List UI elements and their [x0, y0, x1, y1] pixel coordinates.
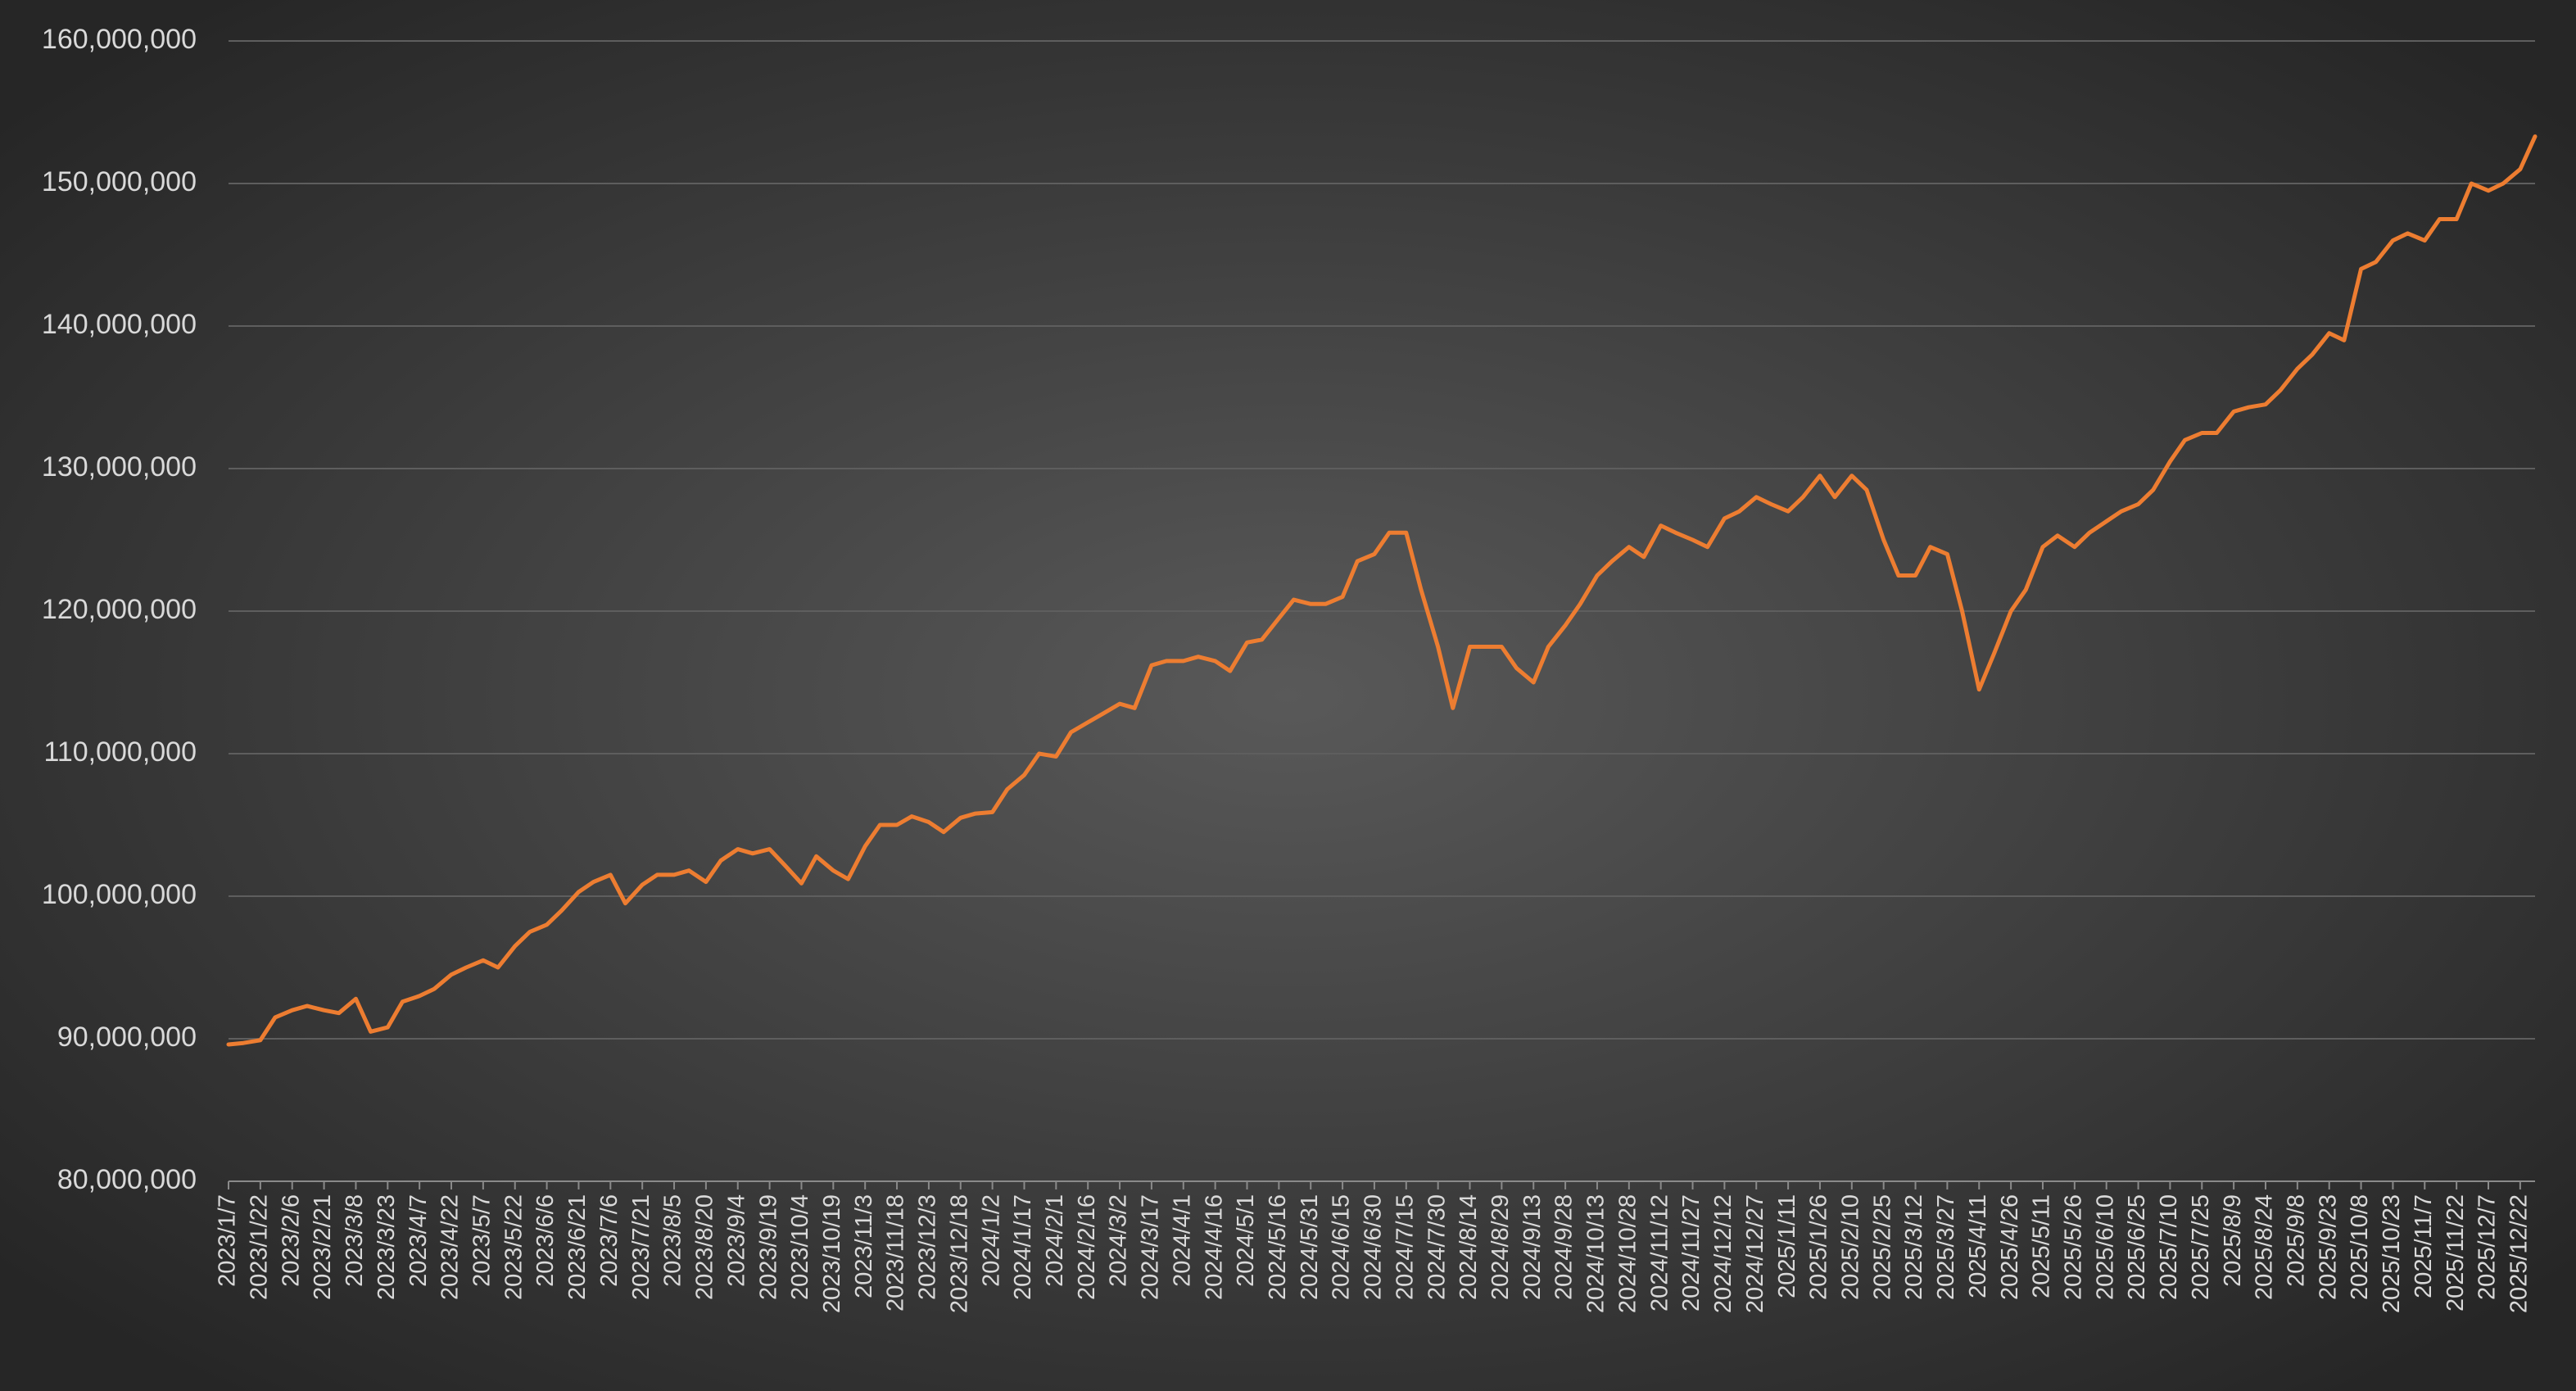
x-tick-label: 2025/10/8	[2347, 1194, 2373, 1300]
x-tick-label: 2024/10/28	[1614, 1194, 1641, 1313]
x-tick-label: 2025/1/11	[1774, 1194, 1800, 1298]
x-tick-label: 2023/6/21	[564, 1194, 591, 1300]
y-tick-label: 120,000,000	[42, 594, 197, 625]
x-tick-label: 2025/12/22	[2506, 1194, 2533, 1313]
x-tick-label: 2023/7/6	[596, 1194, 622, 1287]
x-tick-label: 2024/6/15	[1329, 1194, 1355, 1300]
x-tick-label: 2024/2/1	[1042, 1194, 1068, 1287]
x-tick-label: 2023/5/22	[500, 1194, 527, 1300]
x-tick-label: 2023/1/22	[247, 1194, 273, 1300]
x-tick-label: 2024/10/13	[1583, 1194, 1609, 1313]
x-tick-label: 2023/10/19	[819, 1194, 845, 1313]
x-tick-label: 2024/11/12	[1646, 1194, 1673, 1312]
y-tick-label: 130,000,000	[42, 451, 197, 483]
x-tick-label: 2024/8/14	[1456, 1194, 1482, 1300]
x-tick-label: 2024/7/30	[1424, 1194, 1450, 1300]
x-tick-label: 2024/1/2	[978, 1194, 1004, 1287]
x-tick-label: 2025/5/11	[2029, 1194, 2055, 1298]
x-tick-label: 2023/12/18	[946, 1194, 972, 1313]
x-tick-label: 2024/11/27	[1678, 1194, 1705, 1312]
x-tick-label: 2024/4/16	[1201, 1194, 1227, 1300]
x-tick-label: 2023/3/8	[342, 1194, 368, 1287]
x-tick-label: 2024/4/1	[1169, 1194, 1195, 1287]
x-tick-label: 2025/1/26	[1806, 1194, 1832, 1300]
x-tick-label: 2024/5/31	[1297, 1194, 1323, 1300]
x-tick-label: 2023/3/23	[373, 1194, 400, 1300]
x-tick-label: 2023/4/7	[405, 1194, 432, 1287]
x-tick-label: 2024/7/15	[1392, 1194, 1418, 1300]
x-tick-label: 2023/11/18	[883, 1194, 909, 1312]
y-tick-label: 100,000,000	[42, 879, 197, 910]
x-tick-label: 2025/3/27	[1933, 1194, 1959, 1300]
x-tick-label: 2025/6/10	[2092, 1194, 2118, 1300]
x-tick-label: 2025/8/24	[2252, 1194, 2278, 1300]
x-tick-label: 2023/9/19	[755, 1194, 781, 1300]
x-tick-label: 2023/11/3	[851, 1194, 877, 1298]
x-tick-label: 2024/5/1	[1233, 1194, 1259, 1287]
x-tick-label: 2023/2/21	[310, 1194, 336, 1300]
x-tick-label: 2023/7/21	[628, 1194, 654, 1300]
x-tick-label: 2023/8/20	[692, 1194, 718, 1300]
x-tick-label: 2025/11/22	[2442, 1194, 2469, 1312]
x-tick-label: 2023/12/3	[915, 1194, 941, 1300]
x-tick-label: 2025/6/25	[2124, 1194, 2150, 1300]
x-tick-label: 2024/5/16	[1265, 1194, 1291, 1300]
x-tick-label: 2024/9/28	[1551, 1194, 1578, 1300]
x-tick-label: 2023/4/22	[437, 1194, 464, 1300]
x-tick-label: 2023/9/4	[723, 1194, 749, 1287]
x-tick-label: 2023/2/6	[278, 1194, 304, 1287]
x-tick-label: 2025/5/26	[2060, 1194, 2086, 1300]
x-tick-label: 2025/2/10	[1837, 1194, 1863, 1300]
x-tick-label: 2025/8/9	[2220, 1194, 2246, 1287]
x-tick-label: 2025/3/12	[1901, 1194, 1927, 1300]
y-tick-label: 80,000,000	[57, 1164, 197, 1195]
x-tick-label: 2024/3/17	[1138, 1194, 1164, 1300]
x-tick-label: 2025/9/8	[2284, 1194, 2310, 1287]
y-tick-label: 110,000,000	[43, 736, 197, 768]
x-tick-label: 2024/2/16	[1074, 1194, 1100, 1300]
x-tick-label: 2025/4/11	[1965, 1194, 1991, 1298]
y-tick-label: 150,000,000	[42, 166, 197, 197]
x-tick-label: 2025/10/23	[2379, 1194, 2405, 1313]
x-tick-label: 2025/9/23	[2315, 1194, 2341, 1300]
x-tick-label: 2025/7/10	[2156, 1194, 2182, 1300]
x-tick-label: 2025/4/26	[1997, 1194, 2023, 1300]
y-tick-label: 90,000,000	[57, 1022, 197, 1053]
x-tick-label: 2025/7/25	[2188, 1194, 2214, 1300]
y-tick-label: 160,000,000	[42, 24, 197, 55]
x-tick-label: 2023/10/4	[787, 1194, 813, 1300]
x-tick-label: 2025/11/7	[2411, 1194, 2437, 1298]
x-tick-label: 2024/9/13	[1519, 1194, 1546, 1300]
x-tick-label: 2023/5/7	[469, 1194, 496, 1287]
y-tick-label: 140,000,000	[42, 309, 197, 340]
x-tick-label: 2025/12/7	[2474, 1194, 2501, 1300]
x-tick-label: 2023/1/7	[215, 1194, 241, 1287]
x-tick-label: 2024/1/17	[1010, 1194, 1036, 1300]
x-tick-label: 2024/12/27	[1742, 1194, 1768, 1313]
x-tick-label: 2024/3/2	[1106, 1194, 1132, 1287]
x-tick-label: 2025/2/25	[1869, 1194, 1895, 1300]
x-tick-label: 2024/6/30	[1360, 1194, 1387, 1300]
x-tick-label: 2023/6/6	[532, 1194, 559, 1287]
line-series	[226, 134, 2538, 1047]
x-tick-label: 2024/12/12	[1710, 1194, 1736, 1313]
x-tick-label: 2024/8/29	[1487, 1194, 1514, 1300]
x-tick-label: 2023/8/5	[660, 1194, 686, 1287]
